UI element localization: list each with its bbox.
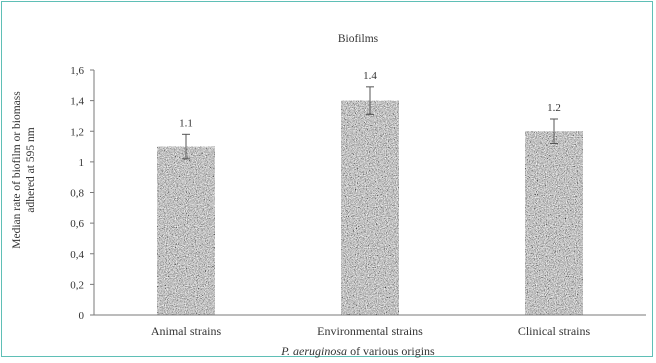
y-tick-label: 1,2 (70, 126, 84, 138)
x-category-label: Clinical strains (518, 324, 591, 338)
bar (525, 131, 583, 315)
x-axis-label-italic: P. aeruginosa (280, 344, 347, 358)
y-axis-label: Median rate of biofilm or biomass adhere… (11, 91, 37, 249)
x-category-label: Animal strains (151, 324, 222, 338)
y-tick-label: 1 (79, 157, 85, 169)
y-tick-label: 0,6 (70, 218, 84, 230)
bar (157, 146, 215, 315)
bar-chart: Biofilms Median rate of biofilm or bioma… (11, 33, 646, 358)
bar-group: 1.1 (157, 117, 215, 315)
axes (93, 70, 646, 316)
y-axis-ticks: 0 0,2 0,4 0,6 0,8 1 1,2 1,4 1,6 (70, 65, 94, 322)
x-axis-label: P. aeruginosa of various origins (280, 344, 435, 358)
y-tick-label: 0,4 (70, 249, 84, 261)
data-label: 1.4 (363, 70, 377, 82)
y-axis-label-line-1: Median rate of biofilm or biomass (11, 91, 23, 249)
x-axis-label-rest: of various origins (347, 344, 435, 358)
x-axis-categories: Animal strains Environmental strains Clini… (151, 324, 591, 338)
y-tick-label: 0,2 (70, 279, 84, 291)
bar-group: 1.4 (341, 70, 399, 315)
data-label: 1.2 (547, 102, 561, 114)
y-tick-label: 1,6 (70, 65, 84, 77)
bar (341, 100, 399, 315)
bar-group: 1.2 (525, 102, 583, 315)
data-label: 1.1 (179, 117, 193, 129)
y-tick-label: 1,4 (70, 96, 84, 108)
chart-title: Biofilms (338, 33, 379, 45)
y-axis-label-line-2: adhered at 595 nm (25, 127, 37, 212)
y-tick-label: 0 (79, 310, 85, 322)
chart-frame: Biofilms Median rate of biofilm or bioma… (1, 1, 653, 358)
x-category-label: Environmental strains (317, 324, 423, 338)
y-tick-label: 0,8 (70, 188, 84, 200)
bars: 1.1 1.4 1.2 (157, 70, 583, 315)
